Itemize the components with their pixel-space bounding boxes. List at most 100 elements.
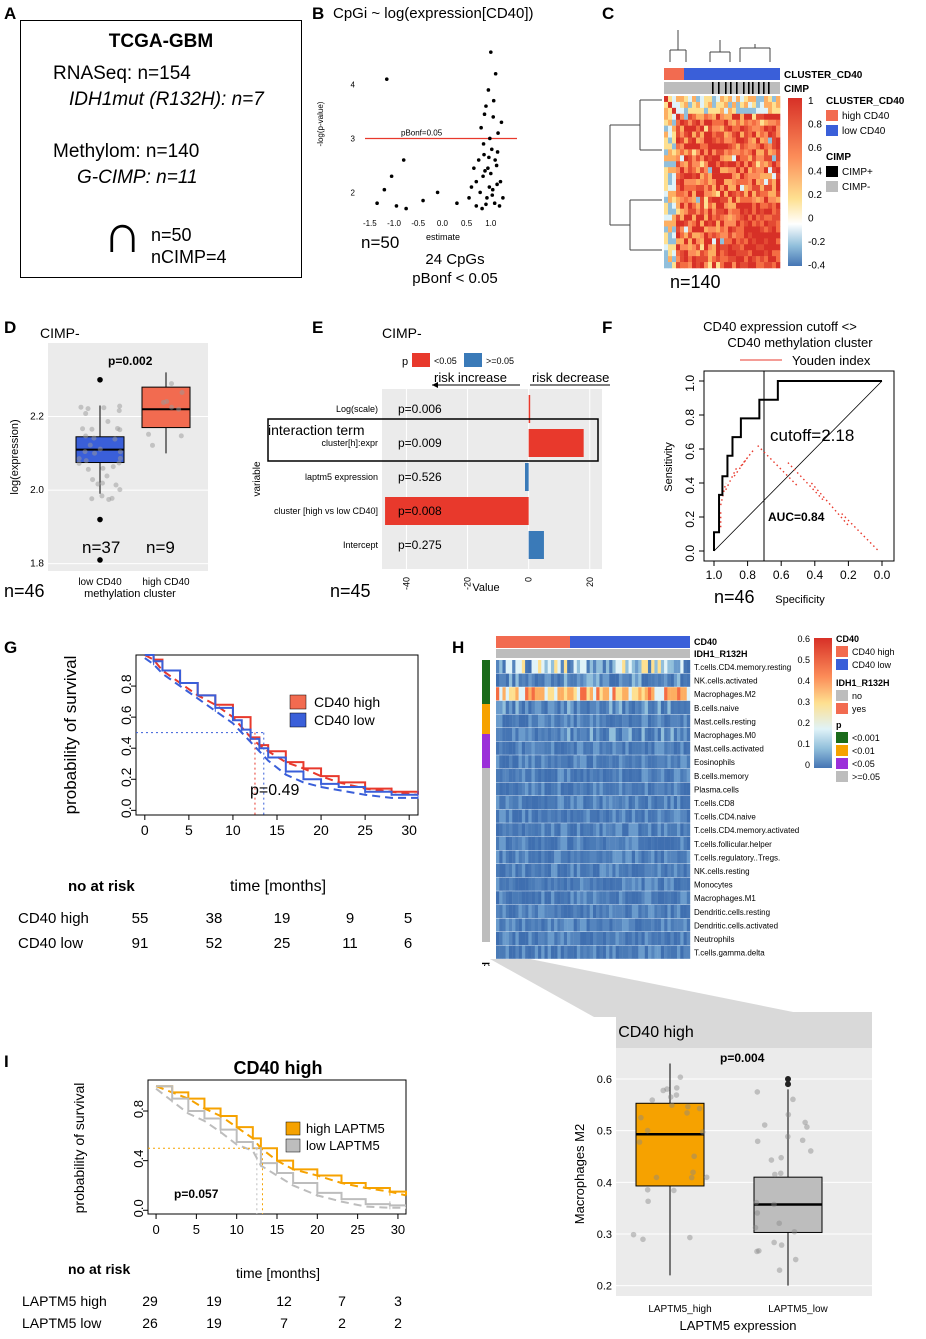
h-heatmap-cell bbox=[635, 809, 639, 823]
c-heatmap-cell bbox=[720, 250, 725, 257]
h-heatmap-cell bbox=[596, 891, 600, 905]
c-heatmap-cell bbox=[712, 119, 717, 126]
h-heatmap-cell bbox=[641, 877, 645, 891]
c-heatmap-cell bbox=[716, 113, 721, 121]
h-heatmap-cell bbox=[554, 714, 558, 728]
c-heatmap-cell bbox=[768, 173, 773, 180]
h-heatmap-cell bbox=[683, 932, 687, 946]
c-heatmap-cell bbox=[708, 101, 713, 109]
h-heatmap-cell bbox=[660, 782, 665, 796]
h-heatmap-cell bbox=[567, 809, 571, 823]
h-heatmap-cell bbox=[596, 755, 600, 769]
h-heatmap-cell bbox=[515, 945, 519, 959]
h-heatmap-cell bbox=[686, 823, 691, 837]
h-heatmap-cell bbox=[644, 891, 649, 905]
c-heatmap-cell bbox=[728, 226, 733, 233]
c-heatmap-cell bbox=[772, 155, 777, 162]
c-heatmap-cell bbox=[676, 244, 681, 251]
h-heatmap-cell bbox=[686, 891, 691, 905]
h-heatmap-cell bbox=[667, 918, 671, 932]
h-heatmap-cell bbox=[573, 809, 578, 823]
h-heatmap-cell bbox=[615, 782, 620, 796]
h-heatmap-cell bbox=[625, 918, 629, 932]
c-heatmap-cell bbox=[688, 107, 693, 115]
c-heatmap-cell bbox=[688, 113, 693, 121]
h-heatmap-cell bbox=[544, 864, 548, 878]
h-heatmap-cell bbox=[544, 782, 548, 796]
c-heatmap-cell bbox=[684, 179, 689, 186]
h-heatmap-cell bbox=[631, 768, 636, 782]
g-risk-value: 9 bbox=[346, 910, 354, 927]
h-heatmap-cell bbox=[557, 904, 561, 918]
c-heatmap-cell bbox=[756, 119, 761, 126]
legend-cd40-high: CD40 high bbox=[314, 694, 380, 710]
h-heatmap-cell bbox=[628, 741, 632, 755]
h-row-label: T.cells.CD4.naive bbox=[694, 813, 756, 822]
b-point bbox=[489, 147, 494, 152]
h-heatmap-cell bbox=[544, 809, 548, 823]
h-heatmap-cell bbox=[531, 741, 535, 755]
h-heatmap-cell bbox=[596, 673, 600, 687]
h-p-axis: p bbox=[481, 962, 492, 966]
c-heatmap-cell bbox=[720, 149, 725, 156]
h-heatmap-cell bbox=[567, 687, 571, 701]
h-heatmap-cell bbox=[664, 741, 668, 755]
h-heatmap-cell bbox=[660, 918, 665, 932]
h-heatmap-cell bbox=[673, 918, 678, 932]
c-heatmap-cell bbox=[724, 190, 729, 198]
h-heatmap-cell bbox=[560, 891, 565, 905]
h-heatmap-cell bbox=[508, 768, 513, 782]
h-heatmap-cell bbox=[496, 904, 500, 918]
h-heatmap-cell bbox=[625, 687, 629, 701]
f-ytick-label: 1.0 bbox=[683, 375, 697, 392]
h-heatmap-cell bbox=[602, 660, 607, 674]
e-pvalue-label: p=0.526 bbox=[398, 470, 442, 484]
c-heatmap-cell bbox=[680, 137, 685, 144]
h-heatmap-cell bbox=[605, 741, 610, 755]
c-heatmap-cell bbox=[692, 202, 697, 209]
c-heatmap-cell bbox=[680, 238, 685, 245]
h-heatmap-cell bbox=[576, 918, 581, 932]
c-heatmap-cell bbox=[688, 149, 693, 156]
h-heatmap-cell bbox=[538, 768, 542, 782]
h-heatmap-cell bbox=[534, 700, 539, 714]
c-heatmap-cell bbox=[736, 119, 741, 126]
c-heatmap-cell bbox=[664, 214, 669, 221]
h-heatmap-cell bbox=[638, 768, 642, 782]
h-heatmap-cell bbox=[615, 891, 620, 905]
h-heatmap-cell bbox=[596, 700, 600, 714]
h-heatmap-cell bbox=[499, 714, 503, 728]
h-heatmap-cell bbox=[644, 945, 649, 959]
c-heatmap-cell bbox=[692, 220, 697, 227]
h-heatmap-cell bbox=[677, 728, 681, 742]
h2-jitter-point bbox=[785, 1111, 792, 1118]
h-heatmap-cell bbox=[521, 809, 526, 823]
h-heatmap-cell bbox=[680, 823, 684, 837]
h-heatmap-cell bbox=[528, 945, 532, 959]
h-heatmap-cell bbox=[686, 836, 691, 850]
c-heatmap-cell bbox=[764, 238, 769, 245]
h-heatmap-cell bbox=[651, 864, 655, 878]
h-heatmap-cell bbox=[508, 836, 513, 850]
panel-label-b: B bbox=[312, 4, 325, 23]
c-heatmap-cell bbox=[676, 196, 681, 204]
h-heatmap-cell bbox=[673, 700, 678, 714]
h-heatmap-cell bbox=[496, 823, 500, 837]
h-heatmap-cell bbox=[531, 945, 535, 959]
b-point bbox=[435, 190, 440, 195]
h-heatmap-cell bbox=[625, 864, 629, 878]
c-heatmap-cell bbox=[700, 250, 705, 257]
h-heatmap-cell bbox=[534, 660, 539, 674]
h-heatmap-cell bbox=[612, 864, 616, 878]
h-heatmap-cell bbox=[518, 836, 523, 850]
c-heatmap-cell bbox=[692, 190, 697, 198]
h-heatmap-cell bbox=[499, 796, 503, 810]
rnaseq-text: RNASeq: n=154 bbox=[53, 63, 191, 84]
h-heatmap-cell bbox=[686, 877, 691, 891]
h-heatmap-cell bbox=[576, 877, 581, 891]
h-heatmap-cell bbox=[628, 673, 632, 687]
c-heatmap-cell bbox=[724, 107, 729, 115]
h-heatmap-cell bbox=[567, 741, 571, 755]
c-heatmap-cell bbox=[728, 184, 733, 192]
c-cimp-positive-tick bbox=[752, 82, 754, 94]
